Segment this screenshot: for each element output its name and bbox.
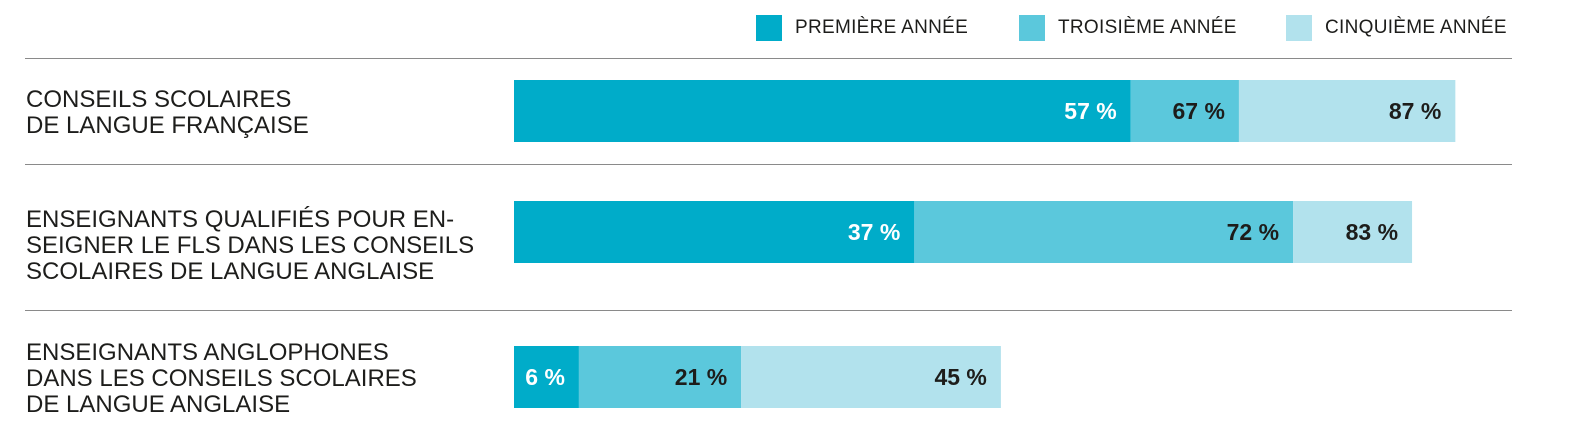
bar-premiere-row-1	[514, 80, 1131, 142]
bar-value-premiere-row-2: 37 %	[848, 219, 900, 245]
bar-value-troisieme-row-1: 67 %	[1173, 98, 1225, 124]
divider-top	[25, 58, 1512, 59]
row-label-conseils-francais: CONSEILS SCOLAIRES DE LANGUE FRANÇAISE	[26, 86, 309, 139]
divider-1	[25, 164, 1512, 165]
legend-swatch-premiere	[756, 15, 782, 41]
legend-label-premiere: PREMIÈRE ANNÉE	[795, 17, 969, 38]
legend-swatch-cinquieme	[1286, 15, 1312, 41]
legend-swatch-troisieme	[1019, 15, 1045, 41]
divider-2	[25, 310, 1512, 311]
bar-cinquieme-row-1	[1238, 80, 1456, 142]
legend-item-troisieme: TROISIÈME ANNÉE	[1019, 14, 1237, 42]
bar-premiere-row-3	[514, 346, 579, 408]
bar-cinquieme-row-2	[1293, 201, 1413, 263]
row-label-enseignants-qualifies: ENSEIGNANTS QUALIFIÉS POUR EN- SEIGNER L…	[26, 206, 475, 285]
bar-troisieme-row-3	[578, 346, 742, 408]
bar-cinquieme-row-3	[741, 346, 1001, 408]
bar-troisieme-row-2	[914, 201, 1294, 263]
bar-value-premiere-row-1: 57 %	[1064, 98, 1116, 124]
legend-item-cinquieme: CINQUIÈME ANNÉE	[1286, 14, 1507, 42]
bar-value-troisieme-row-3: 21 %	[675, 364, 727, 390]
bar-value-cinquieme-row-3: 45 %	[934, 364, 986, 390]
legend-item-premiere: PREMIÈRE ANNÉE	[756, 14, 968, 42]
legend-label-cinquieme: CINQUIÈME ANNÉE	[1325, 17, 1507, 38]
bar-value-premiere-row-3: 6 %	[525, 364, 565, 390]
bar-value-troisieme-row-2: 72 %	[1227, 219, 1279, 245]
bar-value-cinquieme-row-1: 87 %	[1389, 98, 1441, 124]
bar-value-cinquieme-row-2: 83 %	[1346, 219, 1398, 245]
row-label-enseignants-anglophones: ENSEIGNANTS ANGLOPHONES DANS LES CONSEIL…	[26, 339, 417, 418]
legend-label-troisieme: TROISIÈME ANNÉE	[1058, 17, 1237, 38]
legend: PREMIÈRE ANNÉE TROISIÈME ANNÉE CINQUIÈME…	[756, 14, 1556, 42]
bar-premiere-row-2	[514, 201, 915, 263]
bar-troisieme-row-1	[1130, 80, 1239, 142]
